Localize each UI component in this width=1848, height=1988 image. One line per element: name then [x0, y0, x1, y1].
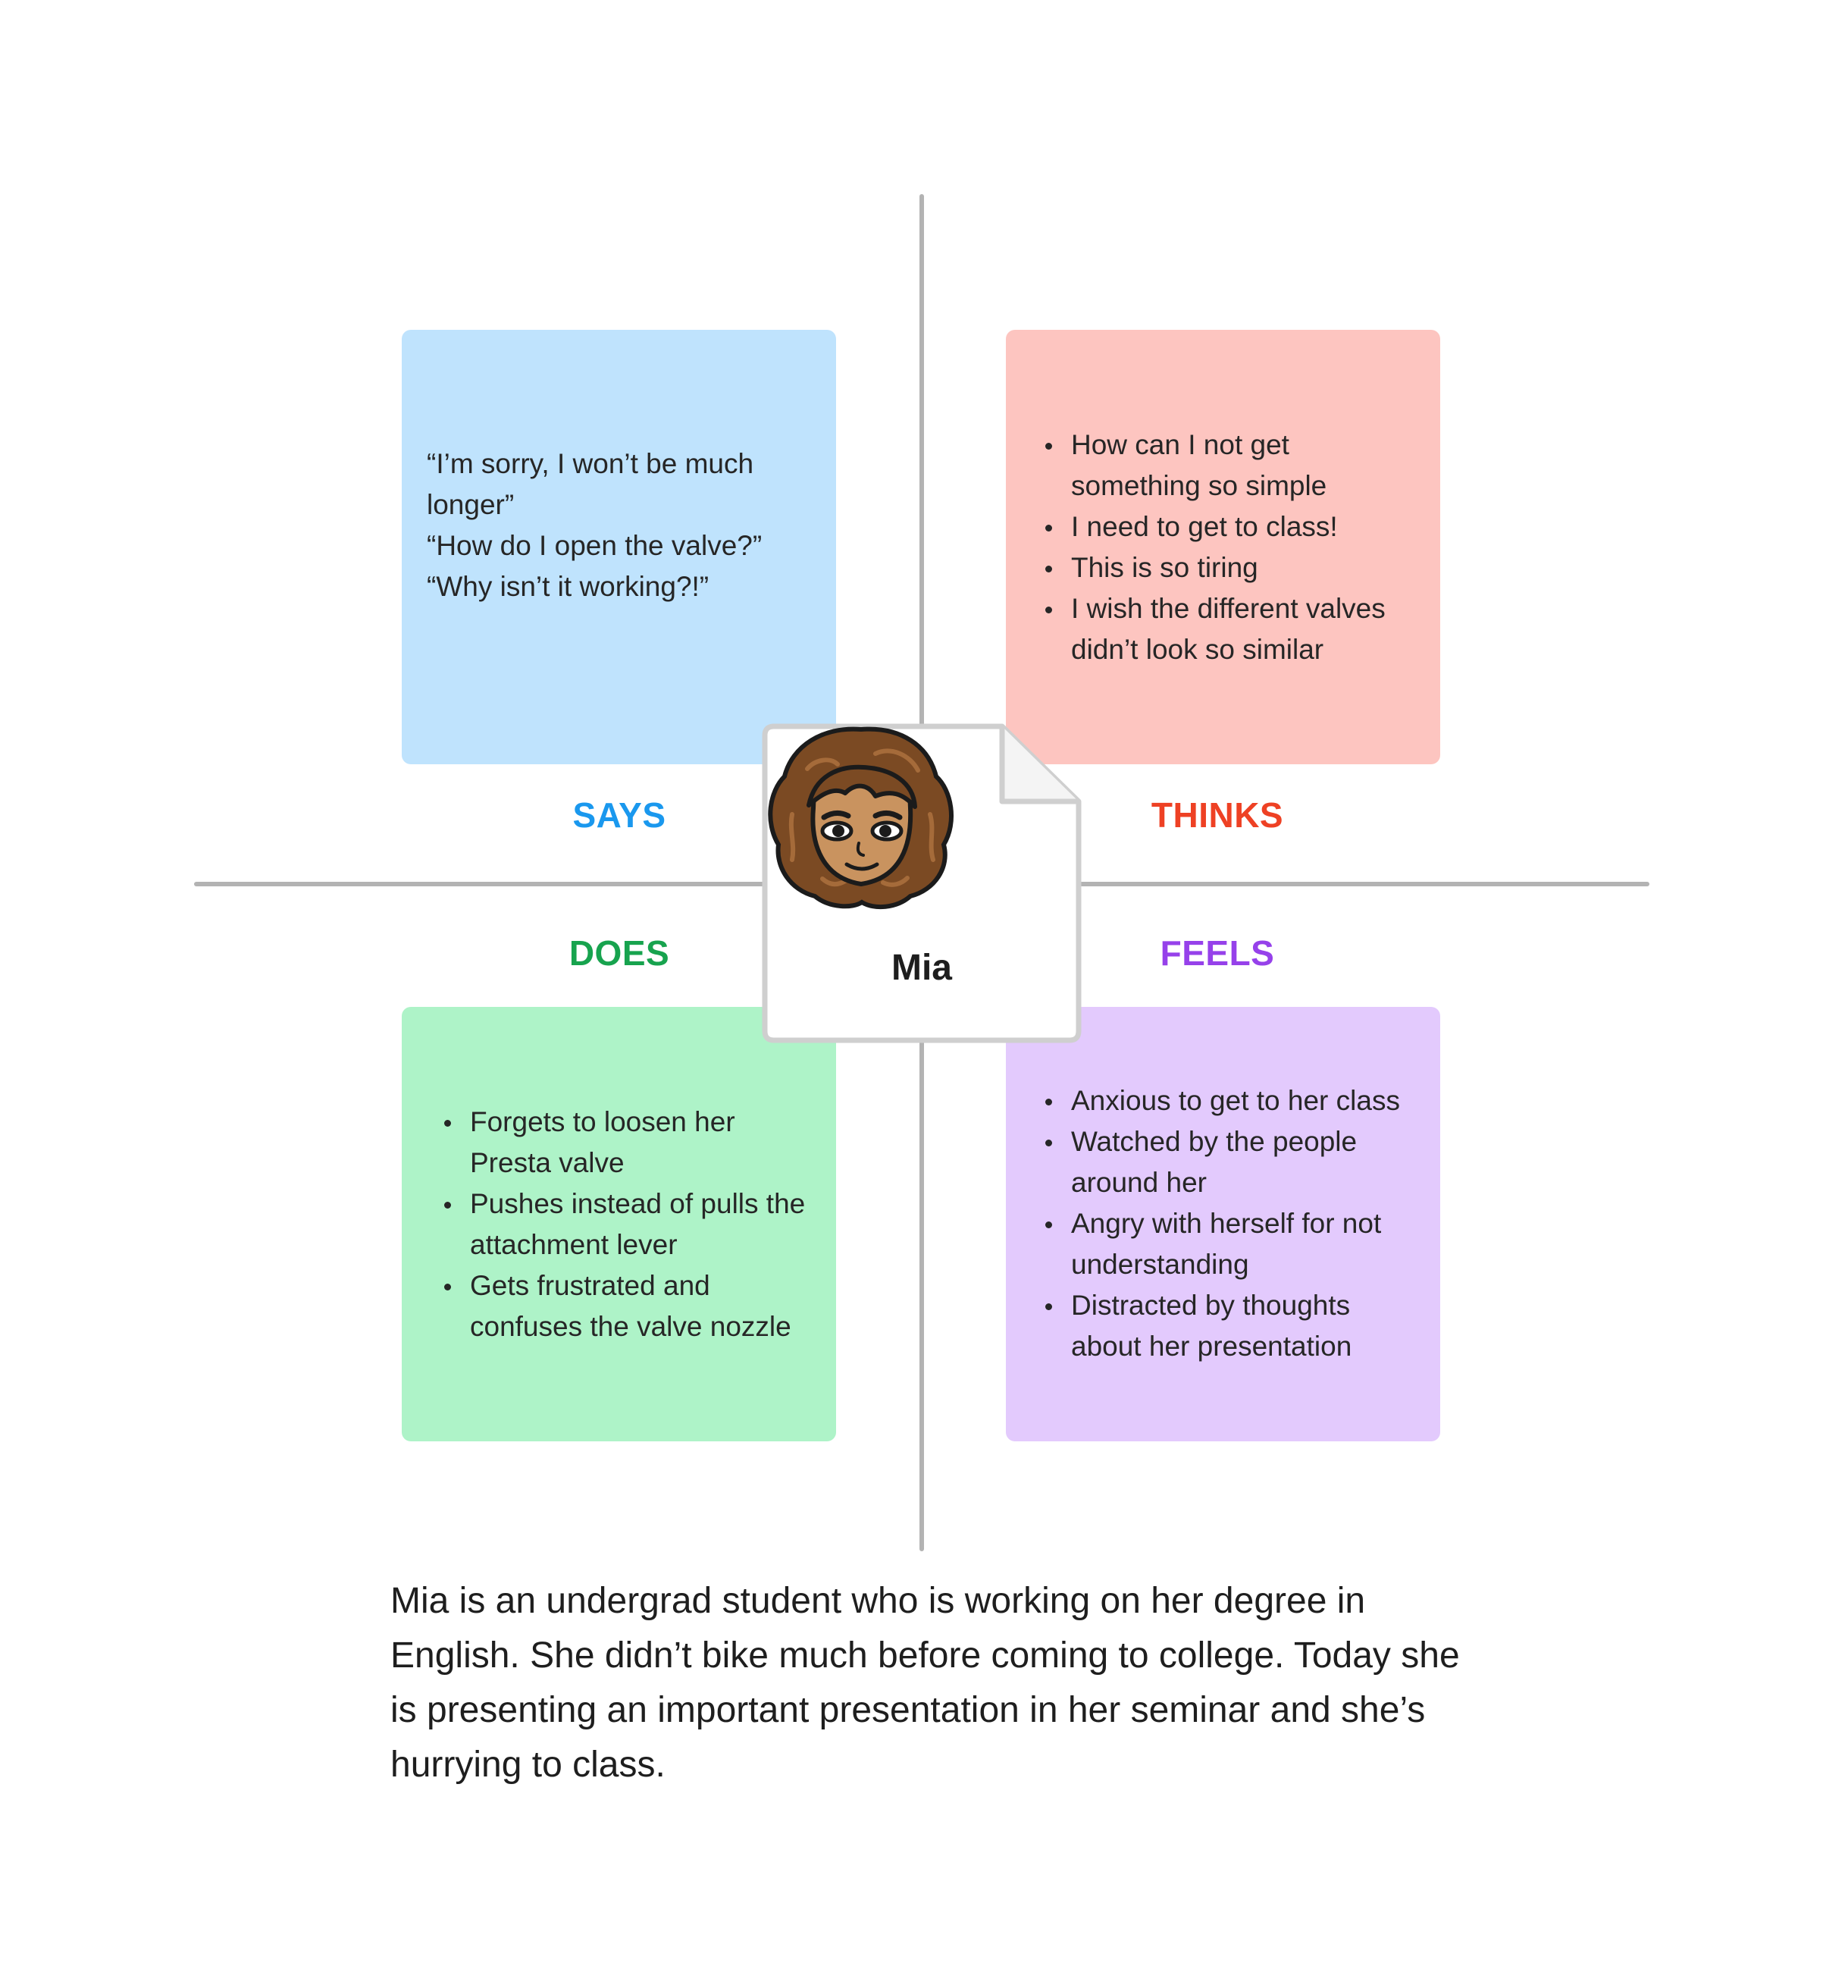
does-item: Gets frustrated and confuses the valve n…	[444, 1265, 813, 1347]
says-label: SAYS	[572, 795, 666, 835]
thinks-item: I wish the different valves didn’t look …	[1045, 588, 1417, 670]
says-quote: “I’m sorry, I won’t be much longer”	[427, 448, 754, 520]
thinks-label: THINKS	[1151, 795, 1284, 835]
feels-label: FEELS	[1160, 933, 1275, 973]
thinks-item: How can I not get something so simple	[1045, 425, 1417, 506]
feels-list: Anxious to get to her class Watched by t…	[1033, 1080, 1417, 1367]
says-quote: “How do I open the valve?”	[427, 530, 763, 561]
does-list: Forgets to loosen her Presta valve Pushe…	[432, 1102, 813, 1347]
persona-description: Mia is an undergrad student who is worki…	[390, 1581, 1460, 1785]
thinks-item: I need to get to class!	[1045, 506, 1417, 547]
feels-item: Distracted by thoughts about her present…	[1045, 1285, 1417, 1367]
does-item: Pushes instead of pulls the attachment l…	[444, 1184, 813, 1265]
thinks-list: How can I not get something so simple I …	[1033, 425, 1417, 670]
feels-item: Watched by the people around her	[1045, 1121, 1417, 1203]
says-quote: “Why isn’t it working?!”	[427, 571, 709, 602]
feels-note[interactable]: Anxious to get to her class Watched by t…	[1006, 1007, 1440, 1441]
does-note[interactable]: Forgets to loosen her Presta valve Pushe…	[402, 1007, 836, 1441]
avatar-face-icon	[768, 726, 954, 910]
thinks-note[interactable]: How can I not get something so simple I …	[1006, 330, 1440, 764]
says-note[interactable]: “I’m sorry, I won’t be much longer” “How…	[402, 330, 836, 764]
feels-item: Angry with herself for not understanding	[1045, 1203, 1417, 1285]
thinks-item: This is so tiring	[1045, 547, 1417, 588]
does-label: DOES	[568, 933, 670, 973]
persona-card[interactable]: Mia	[762, 723, 1082, 1045]
does-item: Forgets to loosen her Presta valve	[444, 1102, 813, 1184]
feels-item: Anxious to get to her class	[1045, 1080, 1417, 1121]
persona-name: Mia	[891, 948, 952, 988]
